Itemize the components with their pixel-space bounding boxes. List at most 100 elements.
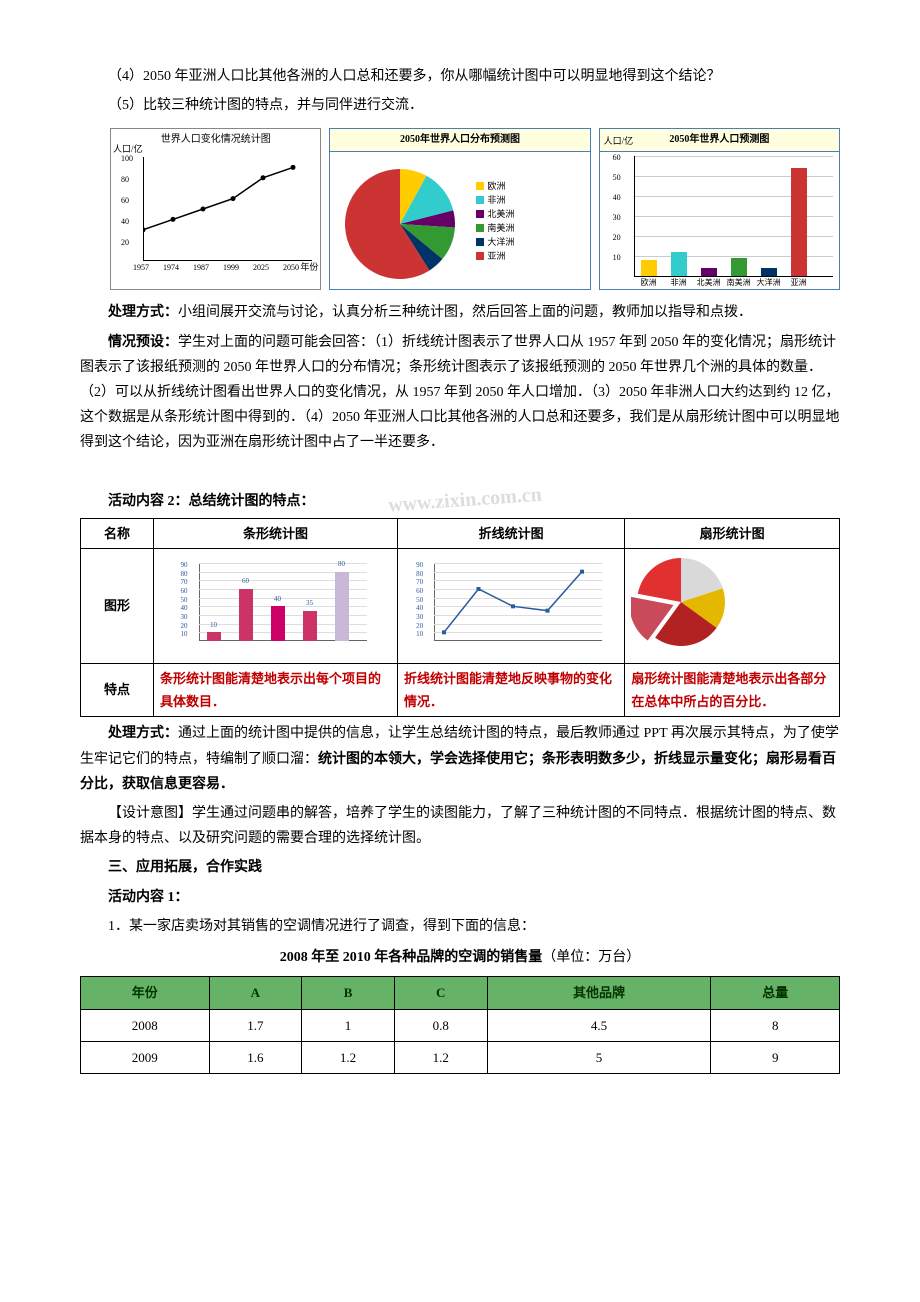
bar bbox=[731, 258, 747, 276]
line-ytick: 60 bbox=[121, 194, 129, 208]
pie-svg bbox=[330, 156, 470, 286]
feat-bar: 条形统计图能清楚地表示出每个项目的具体数目． bbox=[154, 663, 398, 717]
activity-2-title: 活动内容 2：总结统计图的特点： www.zixin.com.cn bbox=[80, 489, 840, 514]
design-text: 学生通过问题串的解答，培养了学生的读图能力，了解了三种统计图的不同特点．根据统计… bbox=[80, 806, 836, 846]
bar-ytick: 20 bbox=[613, 231, 621, 245]
line-xtick: 2025 bbox=[253, 261, 269, 275]
sales-cell: 9 bbox=[711, 1041, 840, 1073]
pie-chart: 2050年世界人口分布预测图 欧洲非洲北美洲南美洲大洋洲亚洲 bbox=[329, 128, 590, 290]
summary-h3: 扇形统计图 bbox=[625, 518, 840, 548]
summary-table: 名称 条形统计图 折线统计图 扇形统计图 图形 1020304050607080… bbox=[80, 518, 840, 718]
activity-1-title: 活动内容 1： bbox=[80, 885, 840, 910]
bar-ytick: 30 bbox=[613, 211, 621, 225]
handling-1-text: 小组间展开交流与讨论，认真分析三种统计图，然后回答上面的问题，教师加以指导和点拨… bbox=[178, 305, 752, 320]
bar-chart-ylabel: 人口/亿 bbox=[604, 133, 634, 149]
summary-shape-row: 图形 1020304050607080901060403580 10203040… bbox=[81, 549, 840, 663]
bar-xtick: 北美洲 bbox=[695, 276, 723, 290]
bar-plot: 102030405060欧洲非洲北美洲南美洲大洋洲亚洲 bbox=[634, 156, 833, 277]
bar-xtick: 南美洲 bbox=[725, 276, 753, 290]
cell-bar-chart: 1020304050607080901060403580 bbox=[154, 549, 398, 663]
legend-item: 亚洲 bbox=[476, 249, 514, 263]
sales-cell: 8 bbox=[711, 1009, 840, 1041]
preset-label: 情况预设： bbox=[108, 335, 178, 350]
bar-ytick: 10 bbox=[613, 251, 621, 265]
line-xtick: 1974 bbox=[163, 261, 179, 275]
sales-header-row: 年份ABC其他品牌总量 bbox=[81, 977, 840, 1009]
pie-chart-title: 2050年世界人口分布预测图 bbox=[330, 129, 589, 152]
design-intent: 【设计意图】学生通过问题串的解答，培养了学生的读图能力，了解了三种统计图的不同特… bbox=[80, 801, 840, 851]
summary-header-row: 名称 条形统计图 折线统计图 扇形统计图 bbox=[81, 518, 840, 548]
handling-2-label: 处理方式： bbox=[108, 726, 178, 741]
bar-ytick: 40 bbox=[613, 191, 621, 205]
line-ytick: 80 bbox=[121, 173, 129, 187]
sales-cell: 5 bbox=[487, 1041, 711, 1073]
section-3-title: 三、应用拓展，合作实践 bbox=[80, 855, 840, 880]
sales-table: 年份ABC其他品牌总量 20081.710.84.5820091.61.21.2… bbox=[80, 976, 840, 1074]
line-xtick: 1999 bbox=[223, 261, 239, 275]
charts-row: 世界人口变化情况统计图 人口/亿 年份 20406080100195719741… bbox=[110, 128, 840, 290]
line-ytick: 40 bbox=[121, 215, 129, 229]
sales-th: 总量 bbox=[711, 977, 840, 1009]
line-chart: 世界人口变化情况统计图 人口/亿 年份 20406080100195719741… bbox=[110, 128, 321, 290]
summary-shape-label: 图形 bbox=[81, 549, 154, 663]
bar-xtick: 非洲 bbox=[665, 276, 693, 290]
line-ytick: 20 bbox=[121, 236, 129, 250]
sales-cell: 2009 bbox=[81, 1041, 210, 1073]
sales-cell: 0.8 bbox=[394, 1009, 487, 1041]
question-5: （5）比较三种统计图的特点，并与同伴进行交流． bbox=[80, 93, 840, 118]
line-chart-xlabel: 年份 bbox=[300, 259, 318, 275]
question-sales: 1．某一家店卖场对其销售的空调情况进行了调查，得到下面的信息： bbox=[80, 914, 840, 939]
bar-chart: 2050年世界人口预测图 人口/亿 102030405060欧洲非洲北美洲南美洲… bbox=[599, 128, 840, 290]
sales-th: A bbox=[209, 977, 302, 1009]
sales-th: 其他品牌 bbox=[487, 977, 711, 1009]
line-xtick: 1957 bbox=[133, 261, 149, 275]
sales-cell: 2008 bbox=[81, 1009, 210, 1041]
legend-item: 大洋洲 bbox=[476, 235, 514, 249]
sales-th: C bbox=[394, 977, 487, 1009]
bar-ytick: 50 bbox=[613, 171, 621, 185]
summary-feat-label: 特点 bbox=[81, 663, 154, 717]
bar-xtick: 欧洲 bbox=[635, 276, 663, 290]
legend-item: 南美洲 bbox=[476, 221, 514, 235]
sales-caption: 2008 年至 2010 年各种品牌的空调的销售量（单位：万台） bbox=[80, 945, 840, 970]
bar-ytick: 60 bbox=[613, 151, 621, 165]
sales-cell: 1.6 bbox=[209, 1041, 302, 1073]
preset: 情况预设：学生对上面的问题可能会回答：（1）折线统计图表示了世界人口从 1957… bbox=[80, 330, 840, 456]
cell-pie-chart bbox=[625, 549, 840, 663]
preset-text: 学生对上面的问题可能会回答：（1）折线统计图表示了世界人口从 1957 年到 2… bbox=[80, 335, 840, 451]
line-ytick: 100 bbox=[121, 152, 133, 166]
bar bbox=[791, 168, 807, 276]
activity-2-title-text: 活动内容 2：总结统计图的特点： bbox=[108, 494, 315, 509]
sales-caption-b: （单位：万台） bbox=[542, 950, 640, 965]
bar-chart-title: 2050年世界人口预测图 bbox=[600, 129, 839, 152]
bar-xtick: 亚洲 bbox=[785, 276, 813, 290]
design-label: 【设计意图】 bbox=[108, 806, 192, 821]
summary-h1: 条形统计图 bbox=[154, 518, 398, 548]
feat-pie: 扇形统计图能清楚地表示出各部分在总体中所占的百分比． bbox=[625, 663, 840, 717]
sales-cell: 1 bbox=[302, 1009, 395, 1041]
bar bbox=[671, 252, 687, 276]
feat-line: 折线统计图能清楚地反映事物的变化情况． bbox=[398, 663, 625, 717]
handling-1: 处理方式：小组间展开交流与讨论，认真分析三种统计图，然后回答上面的问题，教师加以… bbox=[80, 300, 840, 325]
handling-2: 处理方式：通过上面的统计图中提供的信息，让学生总结统计图的特点，最后教师通过 P… bbox=[80, 721, 840, 797]
summary-h2: 折线统计图 bbox=[398, 518, 625, 548]
bar-xtick: 大洋洲 bbox=[755, 276, 783, 290]
sales-cell: 1.2 bbox=[302, 1041, 395, 1073]
bar bbox=[641, 260, 657, 276]
legend-item: 北美洲 bbox=[476, 207, 514, 221]
sales-caption-a: 2008 年至 2010 年各种品牌的空调的销售量 bbox=[280, 950, 543, 965]
sales-th: 年份 bbox=[81, 977, 210, 1009]
legend-item: 欧洲 bbox=[476, 179, 514, 193]
handling-1-label: 处理方式： bbox=[108, 305, 178, 320]
question-4: （4）2050 年亚洲人口比其他各洲的人口总和还要多，你从哪幅统计图中可以明显地… bbox=[80, 64, 840, 89]
sales-row: 20081.710.84.58 bbox=[81, 1009, 840, 1041]
sales-row: 20091.61.21.259 bbox=[81, 1041, 840, 1073]
sales-th: B bbox=[302, 977, 395, 1009]
cell-line-chart: 102030405060708090 bbox=[398, 549, 625, 663]
pie-legend: 欧洲非洲北美洲南美洲大洋洲亚洲 bbox=[476, 179, 514, 263]
line-xtick: 2050 bbox=[283, 261, 299, 275]
sales-cell: 1.2 bbox=[394, 1041, 487, 1073]
summary-h0: 名称 bbox=[81, 518, 154, 548]
summary-feat-row: 特点 条形统计图能清楚地表示出每个项目的具体数目． 折线统计图能清楚地反映事物的… bbox=[81, 663, 840, 717]
legend-item: 非洲 bbox=[476, 193, 514, 207]
